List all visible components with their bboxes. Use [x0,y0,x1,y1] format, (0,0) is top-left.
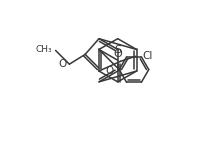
Text: O: O [105,66,113,76]
Text: O: O [58,59,66,69]
Text: Cl: Cl [142,51,153,61]
Text: O: O [113,49,122,59]
Text: CH₃: CH₃ [36,45,53,54]
Text: S: S [114,45,121,55]
